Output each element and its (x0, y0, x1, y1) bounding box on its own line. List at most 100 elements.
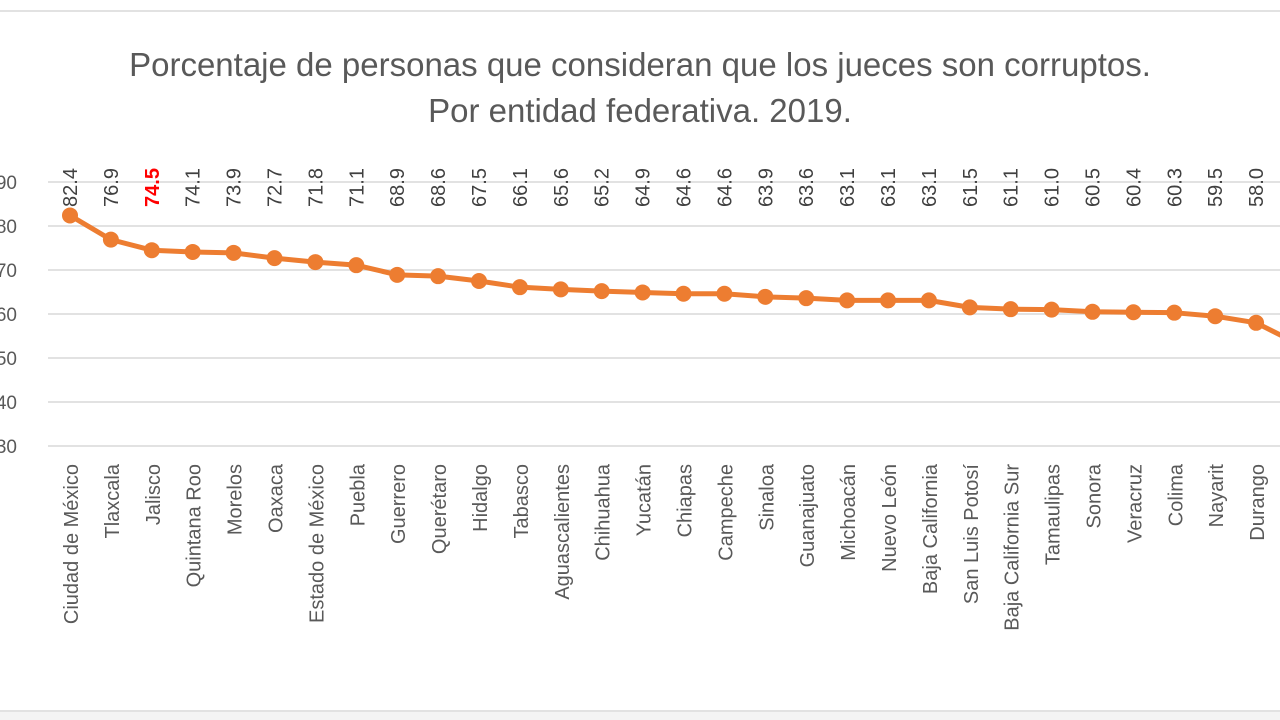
data-point (1043, 301, 1060, 318)
category-label: Baja California (920, 463, 942, 594)
data-label: 61.5 (960, 168, 982, 207)
category-label: Ciudad de México (61, 464, 83, 624)
category-label: Yucatán (634, 464, 656, 536)
data-label: 60.5 (1083, 168, 1105, 207)
category-label: Chiapas (675, 464, 697, 537)
data-point (184, 243, 201, 260)
category-label: Estado de México (306, 464, 328, 623)
gridlines (48, 181, 1280, 447)
data-point (143, 242, 160, 259)
data-point (1166, 304, 1183, 321)
data-label: 76.9 (101, 168, 123, 207)
y-tick-label: 60 (0, 305, 17, 326)
data-label: 74.1 (183, 168, 205, 207)
category-label: Nuevo León (879, 464, 901, 572)
data-label: 60.4 (1123, 168, 1145, 207)
data-label: 64.6 (674, 168, 696, 207)
category-label: Nayarit (1206, 464, 1228, 528)
category-labels: Ciudad de México Tlaxcala Jalisco Quintana … (61, 463, 1269, 631)
data-point (961, 299, 978, 316)
category-label: Campeche (715, 464, 737, 561)
data-label: 58.0 (1246, 168, 1268, 207)
data-label: 66.1 (510, 168, 532, 207)
data-point (1248, 314, 1265, 331)
data-point (552, 281, 569, 298)
data-label: 61.1 (1001, 168, 1023, 207)
category-label: Tamaulipas (1043, 464, 1065, 565)
y-tick-label: 30 (0, 437, 17, 458)
category-label: Durango (1247, 464, 1269, 541)
category-label: Colima (1165, 463, 1187, 526)
data-label: 71.8 (305, 168, 327, 207)
data-point (634, 284, 651, 301)
data-label: 67.5 (469, 168, 491, 207)
data-label: 64.6 (714, 168, 736, 207)
series-line-group (62, 207, 1280, 338)
data-label: 72.7 (265, 168, 287, 207)
data-label: 59.5 (1205, 168, 1227, 207)
category-label: Baja California Sur (1002, 464, 1024, 631)
data-point (430, 268, 447, 285)
data-label: 68.9 (387, 168, 409, 207)
category-label: Querétaro (429, 464, 451, 554)
y-tick-label: 90 (0, 173, 17, 194)
category-label: Guanajuato (797, 464, 819, 567)
category-label: Aguascalientes (552, 464, 574, 600)
data-point (1084, 303, 1101, 320)
category-label: Jalisco (143, 464, 165, 525)
category-label: Oaxaca (266, 463, 288, 533)
category-label: Veracruz (1124, 464, 1146, 543)
data-point (307, 254, 324, 271)
data-point (798, 290, 815, 307)
y-tick-label: 80 (0, 217, 17, 238)
data-label: 63.6 (796, 168, 818, 207)
data-label: 68.6 (428, 168, 450, 207)
category-label: Sonora (1084, 463, 1106, 528)
category-label: Puebla (347, 463, 369, 526)
data-point (1125, 304, 1142, 321)
y-tick-label: 40 (0, 393, 17, 414)
data-label: 61.0 (1042, 168, 1064, 207)
data-labels: 82.4 76.9 74.5 74.1 73.9 72.7 71.8 71.1 68.9 68.6… (60, 168, 1268, 207)
chart-title: Porcentaje de personas que consideran qu… (129, 46, 1151, 83)
data-point (920, 292, 937, 309)
data-label: 63.1 (919, 168, 941, 207)
data-point (593, 283, 610, 300)
data-point (102, 231, 119, 248)
data-point (757, 288, 774, 305)
data-label: 65.2 (592, 168, 614, 207)
chart-title-block: Porcentaje de personas que consideran qu… (0, 42, 1280, 134)
category-label: Tlaxcala (102, 463, 124, 538)
window-top-border (0, 0, 1280, 12)
category-label: Guerrero (388, 464, 410, 544)
data-label: 71.1 (346, 168, 368, 207)
y-tick-label: 50 (0, 349, 17, 370)
data-point (225, 244, 242, 261)
data-label: 63.1 (837, 168, 859, 207)
category-label: Michoacán (838, 464, 860, 561)
category-label: Sinaloa (756, 463, 778, 531)
data-point (62, 207, 78, 224)
data-label: 64.9 (633, 168, 655, 207)
data-point (675, 285, 692, 302)
data-label: 73.9 (224, 168, 246, 207)
category-label: San Luis Potosí (961, 464, 983, 605)
category-label: Hidalgo (470, 464, 492, 532)
category-label: Morelos (225, 464, 247, 535)
data-point (471, 273, 487, 289)
series-line (67, 212, 1280, 338)
window-bottom-border (0, 710, 1280, 720)
data-label: 65.6 (551, 168, 573, 207)
data-label: 82.4 (60, 168, 82, 207)
data-point (1207, 308, 1224, 325)
data-label: 74.5 (142, 168, 164, 207)
y-tick-label: 70 (0, 261, 17, 282)
data-label: 63.1 (878, 168, 900, 207)
data-label: 60.3 (1164, 168, 1186, 207)
data-point (1002, 301, 1019, 318)
data-point (716, 285, 733, 302)
data-label: 63.9 (755, 168, 777, 207)
y-axis-ticks: 30 40 50 60 70 80 90 (0, 173, 17, 458)
category-label: Quintana Roo (184, 464, 206, 587)
